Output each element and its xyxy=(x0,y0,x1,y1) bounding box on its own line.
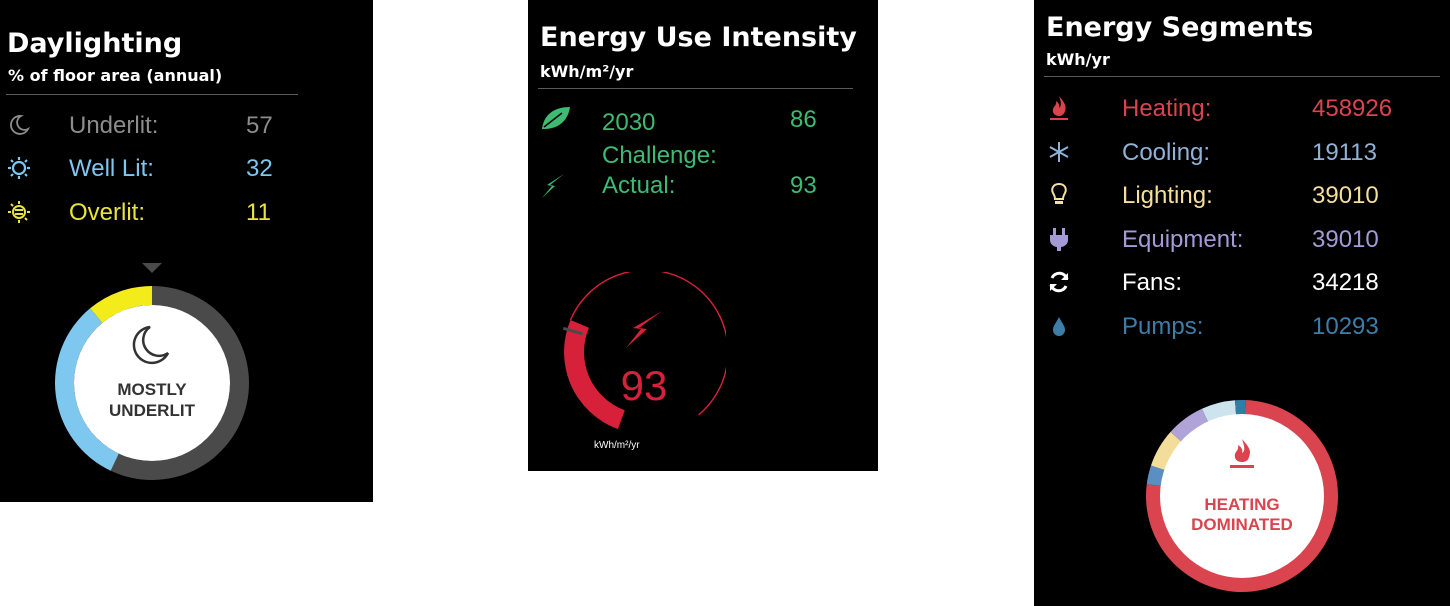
lightbulb-icon xyxy=(1046,182,1072,208)
equipment-label: Equipment: xyxy=(1122,226,1244,253)
donut-segment-overlit[interactable] xyxy=(90,286,152,323)
gauge-fill xyxy=(564,319,625,430)
eui-gauge-value: 93 xyxy=(621,362,668,409)
eui-gauge[interactable]: 93 xyxy=(546,272,726,432)
fans-label: Fans: xyxy=(1122,269,1183,296)
donut-segment-well-lit[interactable] xyxy=(54,308,119,471)
donut-flame-icon xyxy=(1230,439,1254,468)
segments-divider xyxy=(1044,76,1440,77)
snowflake-icon xyxy=(1046,139,1072,165)
actual-value: 93 xyxy=(790,172,817,199)
donut-segment-underlit[interactable] xyxy=(110,286,250,480)
overlit-label: Overlit: xyxy=(69,199,146,226)
cooling-label: Cooling: xyxy=(1122,139,1211,166)
heating-value: 458926 xyxy=(1312,95,1393,122)
daylighting-status-line2: UNDERLIT xyxy=(109,401,196,420)
eui-subtitle: kWh/m²/yr xyxy=(540,62,634,81)
challenge-label: 2030 Challenge: xyxy=(602,109,717,169)
plug-icon xyxy=(1046,226,1072,252)
well-lit-label: Well Lit: xyxy=(69,155,154,182)
droplet-icon xyxy=(1046,313,1072,339)
cooling-value: 19113 xyxy=(1312,139,1377,166)
challenge-value: 86 xyxy=(790,106,817,133)
gauge-target-marker xyxy=(562,326,583,336)
hot-sun-icon xyxy=(6,199,32,225)
leaf-icon xyxy=(540,105,572,131)
actual-label: Actual: xyxy=(602,172,676,199)
daylighting-status-line1: MOSTLY xyxy=(117,380,187,399)
pumps-value: 10293 xyxy=(1312,313,1379,340)
eui-gauge-unit: kWh/m²/yr xyxy=(594,440,640,451)
lightning-icon xyxy=(540,173,566,199)
gauge-lightning-icon xyxy=(626,311,662,348)
daylighting-title: Daylighting xyxy=(7,28,183,59)
flame-icon xyxy=(1046,95,1072,121)
segments-donut[interactable]: HEATING DOMINATED xyxy=(1144,398,1340,594)
donut-segment-cooling[interactable] xyxy=(1146,465,1167,487)
heating-label: Heating: xyxy=(1122,95,1212,122)
donut-moon-icon xyxy=(132,325,170,365)
segments-panel: Energy Segments kWh/yr Heating: 458926 C… xyxy=(1034,0,1450,606)
daylighting-divider xyxy=(6,94,298,95)
eui-title: Energy Use Intensity xyxy=(540,22,857,53)
segments-title: Energy Segments xyxy=(1046,12,1314,43)
well-lit-value: 32 xyxy=(246,155,273,182)
moon-icon xyxy=(6,112,32,138)
donut-segment-pumps[interactable] xyxy=(1235,400,1246,417)
overlit-value: 11 xyxy=(246,199,271,226)
segments-status-line2: DOMINATED xyxy=(1191,515,1293,534)
donut-segment-equipment[interactable] xyxy=(1170,408,1209,443)
refresh-icon xyxy=(1046,269,1072,295)
daylighting-donut[interactable]: MOSTLY UNDERLIT xyxy=(52,283,252,483)
sun-icon xyxy=(6,155,32,181)
lighting-label: Lighting: xyxy=(1122,182,1213,209)
daylighting-panel: Daylighting % of floor area (annual) Und… xyxy=(0,0,373,502)
gauge-track xyxy=(569,272,726,416)
donut-segment-lighting[interactable] xyxy=(1150,431,1183,471)
tooltip-pointer xyxy=(142,263,162,273)
daylighting-subtitle: % of floor area (annual) xyxy=(8,66,223,85)
underlit-label: Underlit: xyxy=(69,112,159,139)
equipment-value: 39010 xyxy=(1312,226,1379,253)
underlit-value: 57 xyxy=(246,112,273,139)
segments-subtitle: kWh/yr xyxy=(1046,50,1110,69)
pumps-label: Pumps: xyxy=(1122,313,1204,340)
eui-panel: Energy Use Intensity kWh/m²/yr 2030 Chal… xyxy=(528,0,878,471)
donut-segment-fans[interactable] xyxy=(1201,400,1237,424)
fans-value: 34218 xyxy=(1312,269,1379,296)
segments-status-line1: HEATING xyxy=(1204,495,1279,514)
eui-divider xyxy=(538,88,853,89)
lighting-value: 39010 xyxy=(1312,182,1379,209)
